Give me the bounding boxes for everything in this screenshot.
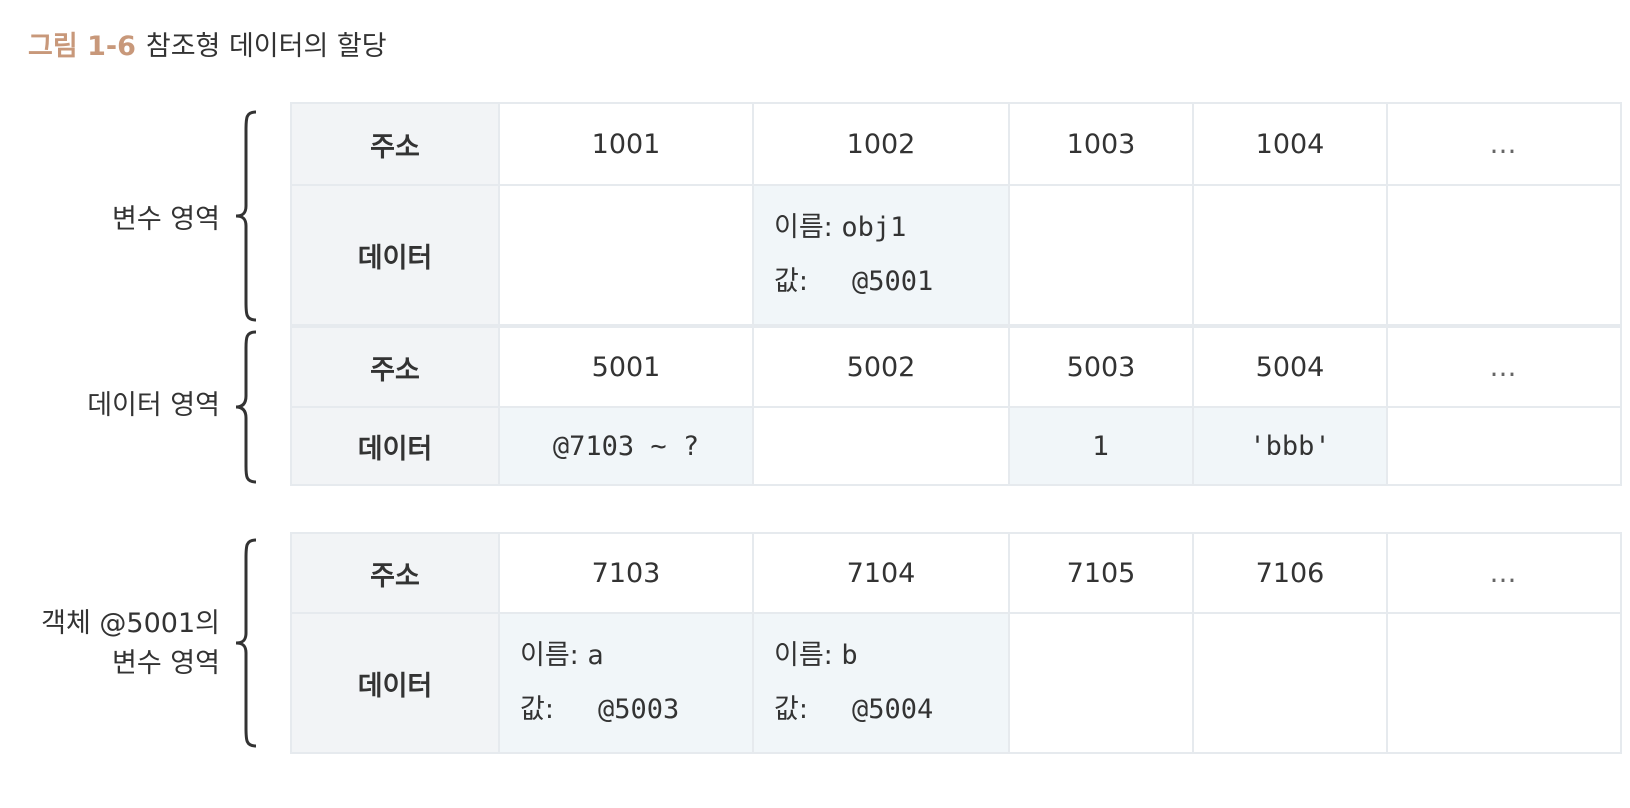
brace-icon (235, 110, 257, 322)
section-label-variable-area: 변수 영역 (112, 204, 220, 235)
data-cell-empty (1192, 612, 1388, 754)
data-cell-value: @7103 ~ ? (498, 406, 754, 486)
record-value-line: 값: @5001 (774, 266, 934, 297)
data-cell-empty (1386, 612, 1622, 754)
data-cell-value: 'bbb' (1192, 406, 1388, 486)
address-cell: 7105 (1008, 532, 1194, 614)
row-label-data: 데이터 (290, 612, 500, 754)
address-cell: 7106 (1192, 532, 1388, 614)
brace-icon (235, 538, 257, 748)
figure-number: 그림 1-6 (28, 31, 136, 62)
address-cell: 1004 (1192, 102, 1388, 186)
address-cell: 5001 (498, 326, 754, 408)
data-cell-empty (1192, 184, 1388, 326)
record-value-line: 값: @5003 (520, 694, 680, 725)
section-label-object-variable-area: 객체 @5001의 변수 영역 (41, 608, 220, 679)
address-cell: 7104 (752, 532, 1010, 614)
record-name-line: 이름: b (774, 640, 858, 671)
address-cell-ellipsis: … (1386, 102, 1622, 186)
memory-table-data-area: 주소 5001 5002 5003 5004 … 데이터 @7103 ~ ? 1… (290, 326, 1622, 486)
data-cell-record: 이름: obj1 값: @5001 (752, 184, 1010, 326)
address-cell: 7103 (498, 532, 754, 614)
brace-icon (235, 330, 257, 484)
record-value-line: 값: @5004 (774, 694, 934, 725)
memory-table-object-variable-area: 주소 7103 7104 7105 7106 … 데이터 이름: a 값: @50… (290, 532, 1622, 754)
figure-caption: 그림 1-6 참조형 데이터의 할당 (28, 24, 387, 63)
address-cell: 1003 (1008, 102, 1194, 186)
address-cell: 5004 (1192, 326, 1388, 408)
row-label-address: 주소 (290, 532, 500, 614)
address-cell: 1001 (498, 102, 754, 186)
data-cell-empty (1386, 406, 1622, 486)
address-cell: 5002 (752, 326, 1010, 408)
address-cell-ellipsis: … (1386, 326, 1622, 408)
data-cell-empty (498, 184, 754, 326)
data-cell-empty (1386, 184, 1622, 326)
row-label-address: 주소 (290, 102, 500, 186)
data-cell-record: 이름: b 값: @5004 (752, 612, 1010, 754)
address-cell: 1002 (752, 102, 1010, 186)
section-label-data-area: 데이터 영역 (87, 390, 220, 421)
record-name-line: 이름: obj1 (774, 212, 907, 243)
data-cell-record: 이름: a 값: @5003 (498, 612, 754, 754)
data-cell-empty (1008, 184, 1194, 326)
data-cell-empty (1008, 612, 1194, 754)
data-cell-value: 1 (1008, 406, 1194, 486)
address-cell: 5003 (1008, 326, 1194, 408)
address-cell-ellipsis: … (1386, 532, 1622, 614)
row-label-address: 주소 (290, 326, 500, 408)
row-label-data: 데이터 (290, 184, 500, 326)
record-name-line: 이름: a (520, 640, 604, 671)
memory-table-variable-area: 주소 1001 1002 1003 1004 … 데이터 이름: obj1 값:… (290, 102, 1622, 326)
figure-title: 참조형 데이터의 할당 (145, 31, 387, 62)
row-label-data: 데이터 (290, 406, 500, 486)
data-cell-empty (752, 406, 1010, 486)
